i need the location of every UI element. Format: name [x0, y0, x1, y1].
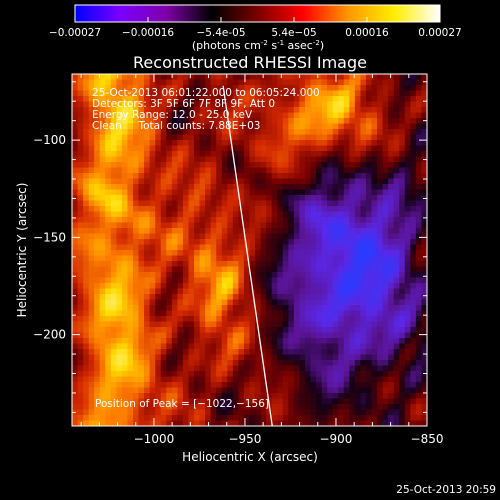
y-tick-label: −150: [33, 230, 66, 244]
plot-frame: [71, 73, 428, 427]
solar-limb-line: [222, 85, 273, 426]
info-line-time: 25-Oct-2013 06:01:22.000 to 06:05:24.000: [92, 87, 320, 99]
plot-title: Reconstructed RHESSI Image: [133, 53, 367, 72]
colorbar-ticks: −0.00027 −0.00016 −5.4e-05 5.4e−05 0.00016 0.…: [49, 17, 462, 39]
footer-timestamp: 25-Oct-2013 20:59: [396, 484, 496, 496]
x-tick-label: −850: [411, 432, 444, 446]
colorbar-tick-label: −0.00016: [122, 27, 175, 39]
colorbar-tick-label: 0.00016: [345, 27, 389, 39]
y-tick-label: −200: [33, 328, 66, 342]
colorbar-tick-label: −0.00027: [49, 27, 101, 39]
x-tick-label: −1000: [134, 432, 175, 446]
image-area: [72, 74, 427, 426]
info-line-detectors: Detectors: 3F 5F 6F 7F 8F 9F, Att 0: [92, 98, 275, 110]
colorbar-tick-label: 0.00027: [418, 27, 461, 39]
reconstructed-image-heatmap: [72, 74, 427, 426]
x-tick-label: −950: [228, 432, 261, 446]
x-axis-ticks: −1000 −950 −900 −850: [80, 74, 444, 446]
x-tick-label: −900: [319, 432, 352, 446]
info-line-counts: Clean Total counts: 7.88E+03: [92, 120, 261, 132]
y-tick-label: −100: [33, 133, 66, 147]
colorbar-unit-label: (photons cm-2 s-1 asec-2): [192, 39, 324, 52]
colorbar-gradient: [74, 4, 441, 23]
colorbar: −0.00027 −0.00016 −5.4e-05 5.4e−05 0.00016 0.…: [49, 4, 462, 52]
peak-position-label: Position of Peak = [−1022,−156]: [95, 398, 269, 410]
observation-info: 25-Oct-2013 06:01:22.000 to 06:05:24.000…: [92, 87, 320, 132]
x-axis-label: Heliocentric X (arcsec): [182, 450, 318, 464]
colorbar-tick-label: 5.4e−05: [271, 27, 316, 39]
y-axis-label: Heliocentric Y (arcsec): [15, 183, 29, 318]
colorbar-tick-label: −5.4e-05: [196, 27, 245, 39]
info-line-energy: Energy Range: 12.0 - 25.0 keV: [92, 109, 253, 121]
y-axis-ticks: −100 −150 −200: [33, 81, 427, 413]
